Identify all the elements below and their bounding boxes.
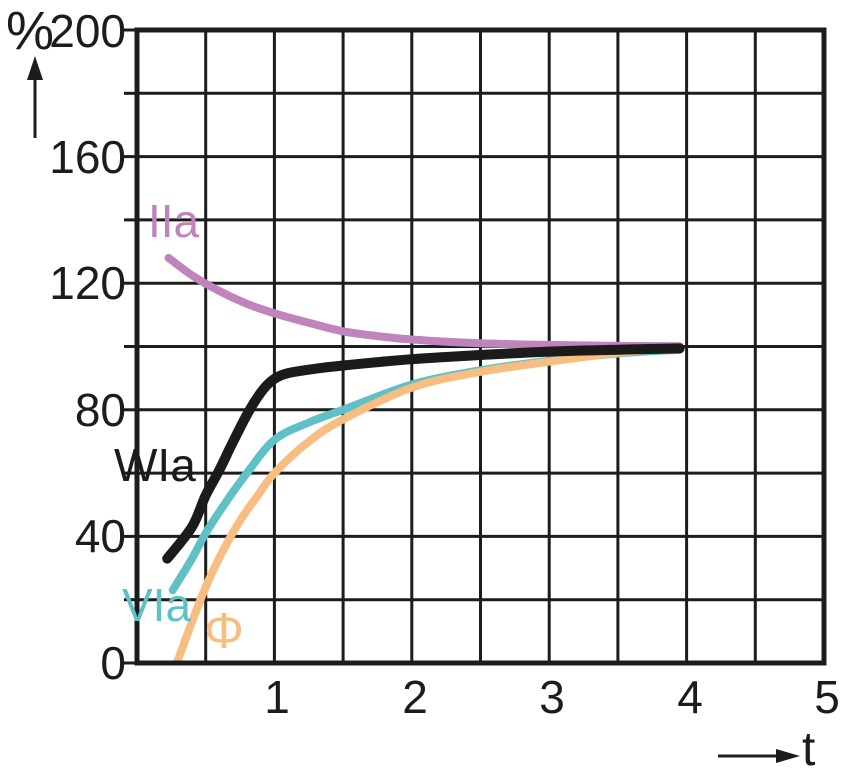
y-axis-unit-label: %	[6, 1, 55, 61]
curve-label-IIa: IIa	[148, 195, 200, 247]
x-tick-5: 5	[814, 671, 840, 723]
curve-label-VIa: VIa	[122, 579, 192, 631]
curve-Phi	[172, 343, 684, 665]
curve-WIa	[162, 343, 685, 564]
x-tick-3: 3	[539, 671, 565, 723]
x-axis-label: t	[802, 723, 816, 768]
curve-label-Phi: Φ	[204, 603, 244, 659]
x-axis-right-arrow-icon	[718, 749, 800, 763]
y-tick-0: 0	[100, 637, 126, 689]
x-tick-2: 2	[402, 671, 428, 723]
x-tick-4: 4	[677, 671, 703, 723]
curve-label-WIa: WIa	[114, 439, 196, 491]
y-tick-200: 200	[49, 5, 126, 57]
y-tick-160: 160	[49, 131, 126, 183]
y-axis-up-arrow-icon	[27, 56, 43, 138]
y-tick-120: 120	[49, 257, 126, 309]
curve-IIa	[164, 253, 684, 351]
y-tick-40: 40	[74, 510, 126, 562]
x-tick-1: 1	[264, 671, 290, 723]
y-tick-80: 80	[74, 384, 126, 436]
